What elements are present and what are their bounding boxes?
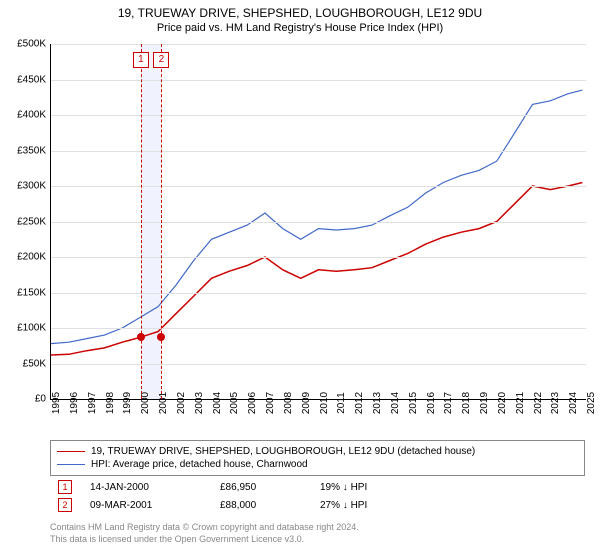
legend: 19, TRUEWAY DRIVE, SHEPSHED, LOUGHBOROUG…	[50, 440, 585, 476]
gridline-h	[51, 186, 586, 187]
x-tick-label: 2013	[372, 392, 383, 414]
x-tick-label: 2023	[550, 392, 561, 414]
events-table: 1 14-JAN-2000 £86,950 19% ↓ HPI 2 09-MAR…	[50, 478, 585, 514]
event-date-1: 14-JAN-2000	[90, 482, 210, 493]
chart-container: 19, TRUEWAY DRIVE, SHEPSHED, LOUGHBOROUG…	[0, 0, 600, 560]
x-tick-label: 2019	[479, 392, 490, 414]
y-tick-label: £500K	[17, 39, 46, 50]
gridline-h	[51, 80, 586, 81]
event-price-2: £88,000	[220, 500, 310, 511]
legend-item-hpi: HPI: Average price, detached house, Char…	[57, 458, 578, 471]
y-tick-label: £250K	[17, 216, 46, 227]
y-tick-label: £0	[35, 394, 46, 405]
event-badge-chart: 1	[133, 52, 149, 68]
gridline-h	[51, 115, 586, 116]
gridline-h	[51, 44, 586, 45]
x-tick-label: 2006	[247, 392, 258, 414]
x-tick-label: 2011	[336, 392, 347, 414]
x-tick-label: 2024	[568, 392, 579, 414]
event-marker-dot	[137, 333, 145, 341]
legend-item-property: 19, TRUEWAY DRIVE, SHEPSHED, LOUGHBOROUG…	[57, 445, 578, 458]
x-tick-label: 2020	[497, 392, 508, 414]
x-tick-label: 1998	[105, 392, 116, 414]
y-tick-label: £450K	[17, 74, 46, 85]
x-tick-label: 2003	[194, 392, 205, 414]
x-tick-label: 2025	[586, 392, 597, 414]
footer-line-1: Contains HM Land Registry data © Crown c…	[50, 522, 359, 534]
x-tick-label: 2002	[176, 392, 187, 414]
y-tick-label: £100K	[17, 323, 46, 334]
event-row-2: 2 09-MAR-2001 £88,000 27% ↓ HPI	[50, 496, 585, 514]
event-date-2: 09-MAR-2001	[90, 500, 210, 511]
series-line-hpi	[51, 90, 582, 344]
event-line	[141, 44, 142, 399]
x-tick-label: 2021	[515, 392, 526, 414]
x-tick-label: 2001	[158, 392, 169, 414]
x-tick-label: 2015	[408, 392, 419, 414]
x-tick-label: 2014	[390, 392, 401, 414]
footer-line-2: This data is licensed under the Open Gov…	[50, 534, 359, 546]
footer: Contains HM Land Registry data © Crown c…	[50, 522, 359, 545]
x-tick-label: 2008	[283, 392, 294, 414]
x-tick-label: 1997	[87, 392, 98, 414]
gridline-h	[51, 222, 586, 223]
gridline-h	[51, 257, 586, 258]
x-tick-label: 2017	[443, 392, 454, 414]
title-block: 19, TRUEWAY DRIVE, SHEPSHED, LOUGHBOROUG…	[0, 0, 600, 34]
x-tick-label: 2012	[354, 392, 365, 414]
gridline-h	[51, 293, 586, 294]
x-tick-label: 2005	[229, 392, 240, 414]
event-marker-dot	[157, 333, 165, 341]
series-line-property_price	[51, 183, 582, 356]
event-row-1: 1 14-JAN-2000 £86,950 19% ↓ HPI	[50, 478, 585, 496]
legend-swatch-property	[57, 451, 85, 452]
y-tick-label: £50K	[23, 358, 46, 369]
gridline-h	[51, 364, 586, 365]
event-badge-1: 1	[58, 480, 72, 494]
event-line	[161, 44, 162, 399]
x-tick-label: 2009	[301, 392, 312, 414]
event-badge-2: 2	[58, 498, 72, 512]
x-tick-label: 1996	[69, 392, 80, 414]
y-tick-label: £400K	[17, 110, 46, 121]
x-tick-label: 2016	[426, 392, 437, 414]
plot-area: £0£50K£100K£150K£200K£250K£300K£350K£400…	[50, 44, 586, 400]
y-tick-label: £350K	[17, 145, 46, 156]
legend-swatch-hpi	[57, 464, 85, 465]
y-tick-label: £300K	[17, 181, 46, 192]
chart-title: 19, TRUEWAY DRIVE, SHEPSHED, LOUGHBOROUG…	[0, 6, 600, 20]
y-tick-label: £200K	[17, 252, 46, 263]
y-tick-label: £150K	[17, 287, 46, 298]
x-tick-label: 1999	[122, 392, 133, 414]
gridline-h	[51, 328, 586, 329]
gridline-h	[51, 151, 586, 152]
x-tick-label: 2007	[265, 392, 276, 414]
x-tick-label: 2010	[319, 392, 330, 414]
x-tick-label: 2004	[212, 392, 223, 414]
x-tick-label: 1995	[51, 392, 62, 414]
legend-label-hpi: HPI: Average price, detached house, Char…	[91, 459, 308, 470]
event-pct-1: 19% ↓ HPI	[320, 482, 420, 493]
legend-label-property: 19, TRUEWAY DRIVE, SHEPSHED, LOUGHBOROUG…	[91, 446, 475, 457]
x-tick-label: 2018	[461, 392, 472, 414]
event-pct-2: 27% ↓ HPI	[320, 500, 420, 511]
x-tick-label: 2022	[533, 392, 544, 414]
event-price-1: £86,950	[220, 482, 310, 493]
chart-subtitle: Price paid vs. HM Land Registry's House …	[0, 22, 600, 34]
event-badge-chart: 2	[153, 52, 169, 68]
